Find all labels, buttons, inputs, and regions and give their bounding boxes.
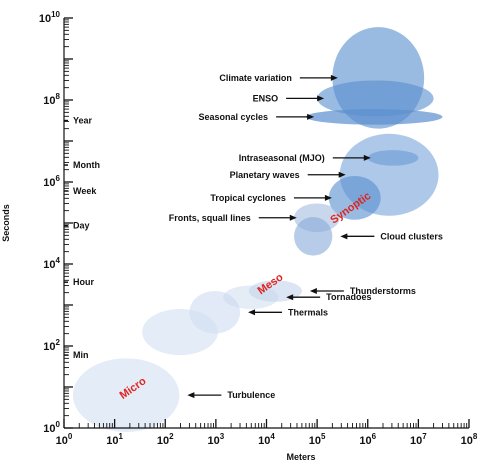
enso-label: ENSO — [253, 93, 279, 103]
x-tick-label: 108 — [461, 432, 478, 447]
seasonal-cycles-label: Seasonal cycles — [199, 112, 269, 122]
seasonal-cycles-arrowhead — [307, 113, 315, 120]
phenomena-labels: Climate variation ENSO Seasonal cycles Intr… — [169, 73, 443, 400]
y-axis-label: Seconds — [1, 204, 11, 242]
x-axis-label: Meters — [286, 452, 315, 462]
enso-ellipse — [317, 80, 434, 117]
x-tick-label: 104 — [258, 432, 275, 447]
y-tick-label: 106 — [43, 174, 60, 189]
turbulence-label: Turbulence — [227, 390, 275, 400]
thunderstorms-label: Thunderstorms — [350, 286, 416, 296]
x-tick-label: 101 — [106, 432, 123, 447]
intraseasonal-mjo-arrowhead — [363, 154, 371, 161]
fronts-squall-lines-arrowhead — [289, 214, 297, 221]
x-tick-label: 107 — [410, 432, 427, 447]
time-unit-label: Hour — [73, 277, 94, 287]
tornadoes-arrowhead — [286, 294, 294, 301]
time-unit-label: Day — [73, 221, 90, 231]
phenomenon-11-ellipse — [142, 308, 218, 356]
y-tick-label: 104 — [43, 256, 60, 271]
enso-arrowhead — [317, 95, 325, 102]
cloud-clusters-ellipse — [294, 217, 333, 256]
time-unit-label: Week — [73, 186, 97, 196]
thermals-label: Thermals — [288, 307, 328, 317]
phenomena-ellipses — [72, 27, 443, 432]
tropical-cyclones-arrowhead — [324, 194, 332, 201]
y-tick-label: 102 — [43, 338, 60, 353]
climate-variation-arrowhead — [330, 74, 338, 81]
turbulence-arrowhead — [187, 392, 195, 399]
seasonal-cycles-ellipse — [305, 109, 443, 125]
time-unit-label: Year — [73, 116, 93, 126]
axes: 100 101 102 103 104 105 106 107 108 100 102 104 106 1… — [39, 10, 478, 447]
fronts-squall-lines-label: Fronts, squall lines — [169, 213, 251, 223]
cloud-clusters-arrowhead — [340, 233, 348, 240]
x-tick-label: 105 — [309, 432, 326, 447]
x-tick-label: 103 — [208, 432, 225, 447]
thermals-arrowhead — [248, 309, 256, 316]
y-tick-label: 100 — [43, 420, 60, 435]
y-tick-label: 108 — [43, 92, 60, 107]
x-tick-label: 102 — [157, 432, 174, 447]
tropical-cyclones-ellipse — [328, 176, 381, 220]
thunderstorms-arrowhead — [309, 288, 317, 295]
turbulence-ellipse — [72, 358, 180, 432]
climate-variation-label: Climate variation — [219, 73, 292, 83]
time-unit-label: Month — [73, 160, 100, 170]
time-unit-label: Min — [73, 350, 89, 360]
tropical-cyclones-label: Tropical cyclones — [210, 193, 286, 203]
planetary-waves-label: Planetary waves — [230, 170, 300, 180]
cloud-clusters-label: Cloud clusters — [380, 231, 443, 241]
planetary-waves-arrowhead — [338, 171, 346, 178]
intraseasonal-mjo-label: Intraseasonal (MJO) — [239, 153, 325, 163]
x-tick-label: 106 — [359, 432, 376, 447]
y-tick-label: 1010 — [39, 10, 61, 25]
tornadoes-label: Tornadoes — [326, 292, 371, 302]
x-tick-label: 100 — [56, 432, 73, 447]
